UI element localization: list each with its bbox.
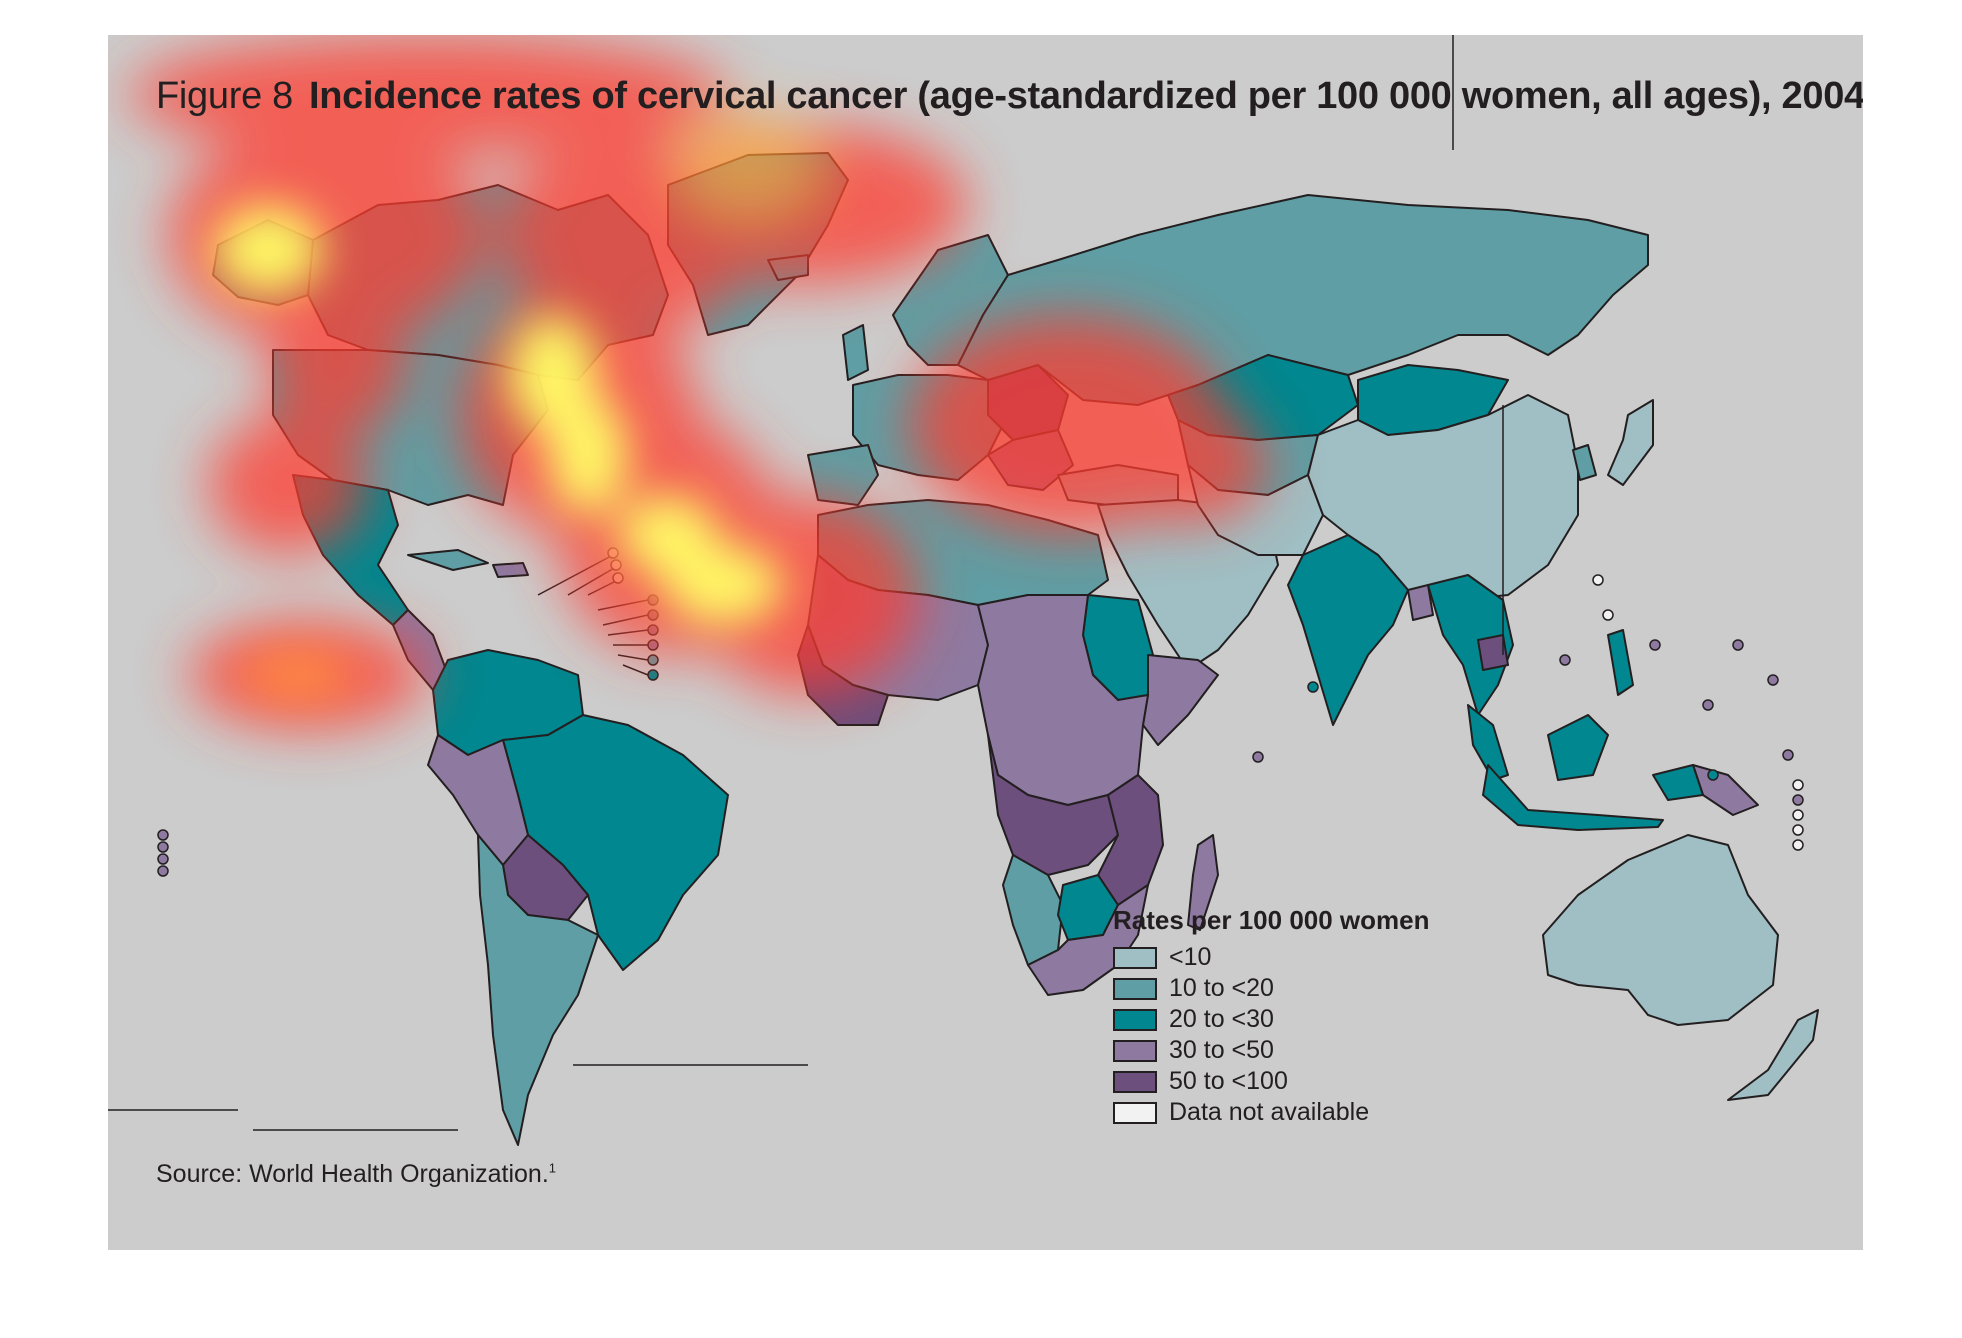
region-argentina-chile [477, 834, 599, 1146]
region-korea [1572, 444, 1597, 481]
legend-label: 50 to <100 [1169, 1067, 1288, 1095]
region-borneo [1547, 714, 1609, 781]
legend-item: 10 to <20 [1113, 973, 1430, 1004]
world-map [108, 35, 1819, 1146]
legend-label: 20 to <30 [1169, 1005, 1274, 1033]
legend-label: <10 [1169, 943, 1212, 971]
region-indochina [1427, 574, 1514, 716]
legend-swatch [1113, 1101, 1157, 1124]
region-new-zealand [1727, 1009, 1819, 1101]
legend-label: Data not available [1169, 1098, 1370, 1126]
region-madagascar [1187, 834, 1219, 931]
region-cambodia [1477, 634, 1509, 671]
legend-item: 20 to <30 [1113, 1004, 1430, 1035]
legend-item: 50 to <100 [1113, 1066, 1430, 1097]
source-note: Source: World Health Organization.1 [156, 1160, 556, 1189]
region-china [1307, 394, 1579, 601]
legend-item: 30 to <50 [1113, 1035, 1430, 1066]
legend: Rates per 100 000 women <10 10 to <20 20… [1113, 905, 1430, 1128]
map-panel: Figure 8 Incidence rates of cervical canc… [108, 35, 1863, 1250]
figure-title-text: Incidence rates of cervical cancer (age-… [309, 75, 1863, 117]
region-new-guinea [1692, 764, 1759, 816]
source-text: Source: World Health Organization. [156, 1160, 549, 1188]
source-footnote: 1 [548, 1160, 557, 1176]
region-sumatra-java [1482, 764, 1664, 831]
figure-number: Figure 8 [156, 75, 294, 117]
region-bangladesh [1407, 584, 1434, 621]
region-philippines [1607, 629, 1634, 696]
legend-swatch [1113, 1070, 1157, 1093]
legend-label: 10 to <20 [1169, 974, 1274, 1002]
legend-swatch [1113, 1008, 1157, 1031]
region-ethiopia-somalia [1142, 654, 1219, 746]
legend-label: 30 to <50 [1169, 1036, 1274, 1064]
region-uk [842, 324, 869, 381]
region-japan [1607, 399, 1654, 486]
legend-item: Data not available [1113, 1097, 1430, 1128]
region-indonesia-east [1652, 764, 1704, 801]
legend-swatch [1113, 946, 1157, 969]
legend-item: <10 [1113, 942, 1430, 973]
legend-swatch [1113, 1039, 1157, 1062]
region-malaysia [1467, 704, 1509, 781]
region-cuba [407, 549, 489, 571]
legend-swatch [1113, 977, 1157, 1000]
region-australia [1542, 834, 1779, 1026]
decorative-rules [108, 35, 1504, 1131]
region-iberia [807, 444, 879, 506]
legend-title: Rates per 100 000 women [1113, 905, 1430, 935]
region-south-africa [1027, 884, 1149, 996]
heatmap-overlay [128, 35, 1268, 730]
figure-title: Figure 8 Incidence rates of cervical canc… [156, 75, 1863, 118]
region-india [1287, 534, 1409, 726]
region-hispaniola [492, 562, 529, 578]
